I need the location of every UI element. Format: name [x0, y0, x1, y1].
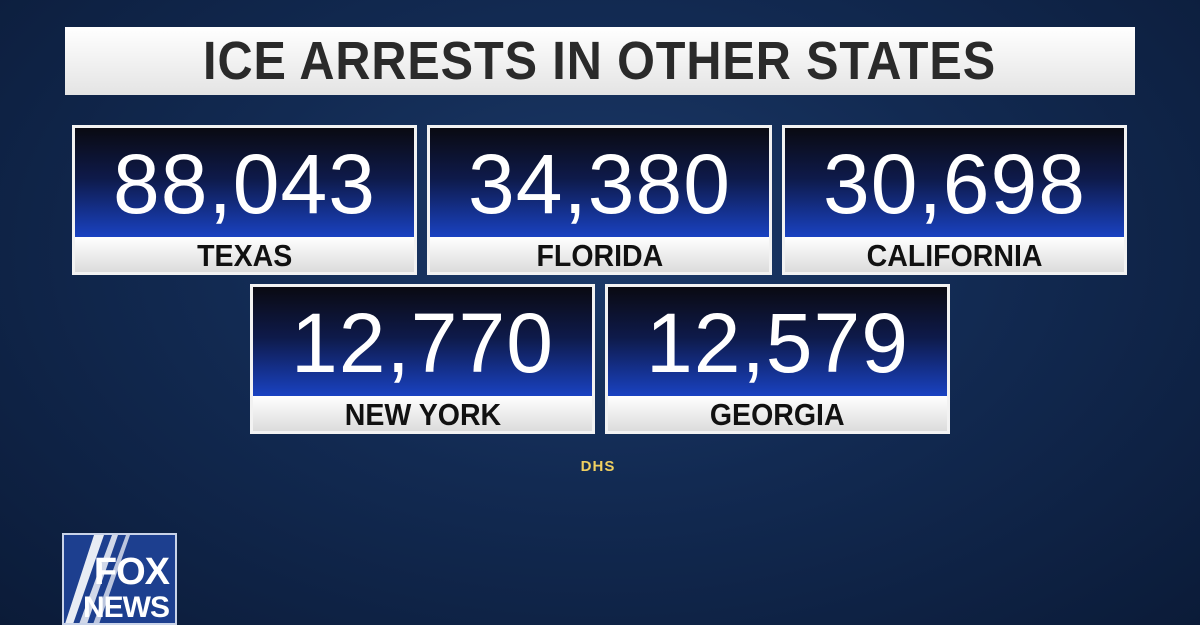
stat-card: 12,579 GEORGIA — [605, 284, 950, 434]
title: ICE ARRESTS IN OTHER STATES — [203, 31, 997, 91]
stat-value: 12,770 — [253, 287, 592, 399]
logo-text: NEWS — [83, 591, 170, 624]
stat-card: 12,770 NEW YORK — [250, 284, 595, 434]
stat-label: NEW YORK — [344, 397, 501, 432]
stat-label: CALIFORNIA — [866, 238, 1043, 273]
logo-text: FOX — [93, 551, 170, 593]
logo: FOX NEWS — [62, 533, 177, 625]
stat-card: 34,380 FLORIDA — [427, 125, 772, 275]
stat-value: 34,380 — [430, 128, 769, 240]
stat-label-box: CALIFORNIA — [785, 237, 1124, 273]
stat-value: 30,698 — [785, 128, 1124, 240]
stat-label-box: TEXAS — [75, 237, 414, 273]
stat-label-box: GEORGIA — [608, 396, 947, 432]
stat-card: 30,698 CALIFORNIA — [782, 125, 1127, 275]
stat-label-box: FLORIDA — [430, 237, 769, 273]
stat-card: 88,043 TEXAS — [72, 125, 417, 275]
logo-beams — [65, 535, 130, 623]
stat-label-box: NEW YORK — [253, 396, 592, 432]
stat-label: TEXAS — [196, 238, 293, 273]
source: DHS — [580, 458, 616, 475]
stat-value: 12,579 — [608, 287, 947, 399]
title-bar: ICE ARRESTS IN OTHER STATES — [65, 27, 1135, 95]
stat-value: 88,043 — [75, 128, 414, 240]
stat-label: GEORGIA — [710, 397, 845, 432]
stat-label: FLORIDA — [536, 238, 663, 273]
